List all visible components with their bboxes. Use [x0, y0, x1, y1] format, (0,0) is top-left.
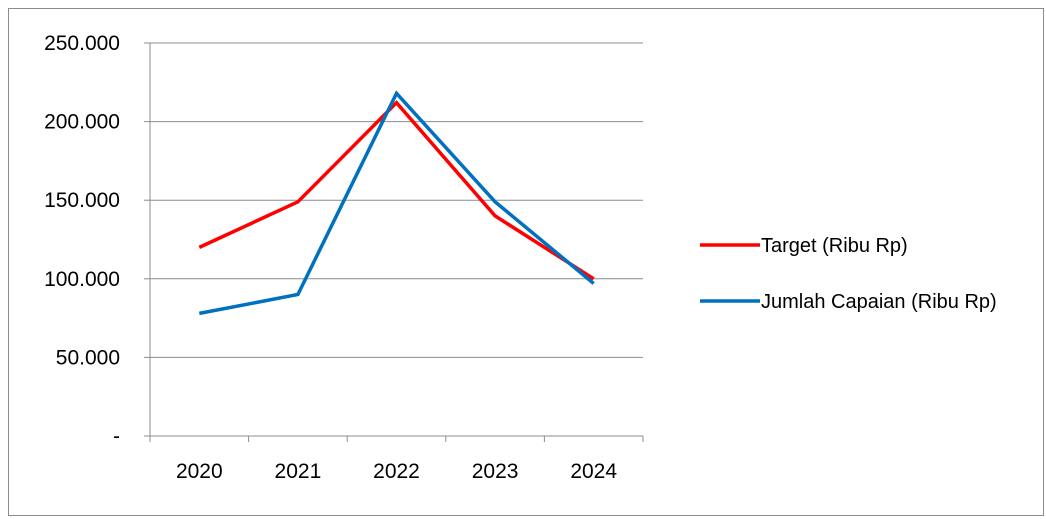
y-tick-label-4: 200.000: [44, 111, 120, 134]
y-tick-label-1: 50.000: [56, 346, 120, 369]
legend-label-1: Jumlah Capaian (Ribu Rp): [761, 291, 997, 313]
x-tick-label-2024: 2024: [570, 460, 617, 483]
chart-frame: [8, 8, 1044, 516]
x-axis-tick-labels: 2020 2021 2022 2023 2024: [176, 460, 617, 483]
legend-entry-jumlah-capaian: Jumlah Capaian (Ribu Rp): [700, 291, 997, 313]
gridlines: [150, 42, 643, 358]
y-tick-label-0: -: [113, 425, 120, 448]
x-tick-label-2021: 2021: [275, 460, 322, 483]
legend-entry-target: Target (Ribu Rp): [700, 235, 908, 257]
series-line-jumlah-capaian: [198, 90, 595, 316]
x-tick-label-2020: 2020: [176, 460, 223, 483]
y-tick-label-2: 100.000: [44, 268, 120, 291]
legend: Target (Ribu Rp) Jumlah Capaian (Ribu Rp): [700, 235, 997, 313]
y-axis-tick-labels: - 50.000 100.000 150.000 200.000 250.000: [44, 32, 120, 448]
series-lines: [198, 90, 595, 316]
legend-label-0: Target (Ribu Rp): [761, 235, 908, 257]
axes: [144, 42, 644, 442]
y-tick-label-3: 150.000: [44, 189, 120, 212]
series-line-target: [198, 100, 595, 281]
y-tick-label-5: 250.000: [44, 32, 120, 55]
x-tick-label-2023: 2023: [472, 460, 519, 483]
x-tick-label-2022: 2022: [373, 460, 420, 483]
